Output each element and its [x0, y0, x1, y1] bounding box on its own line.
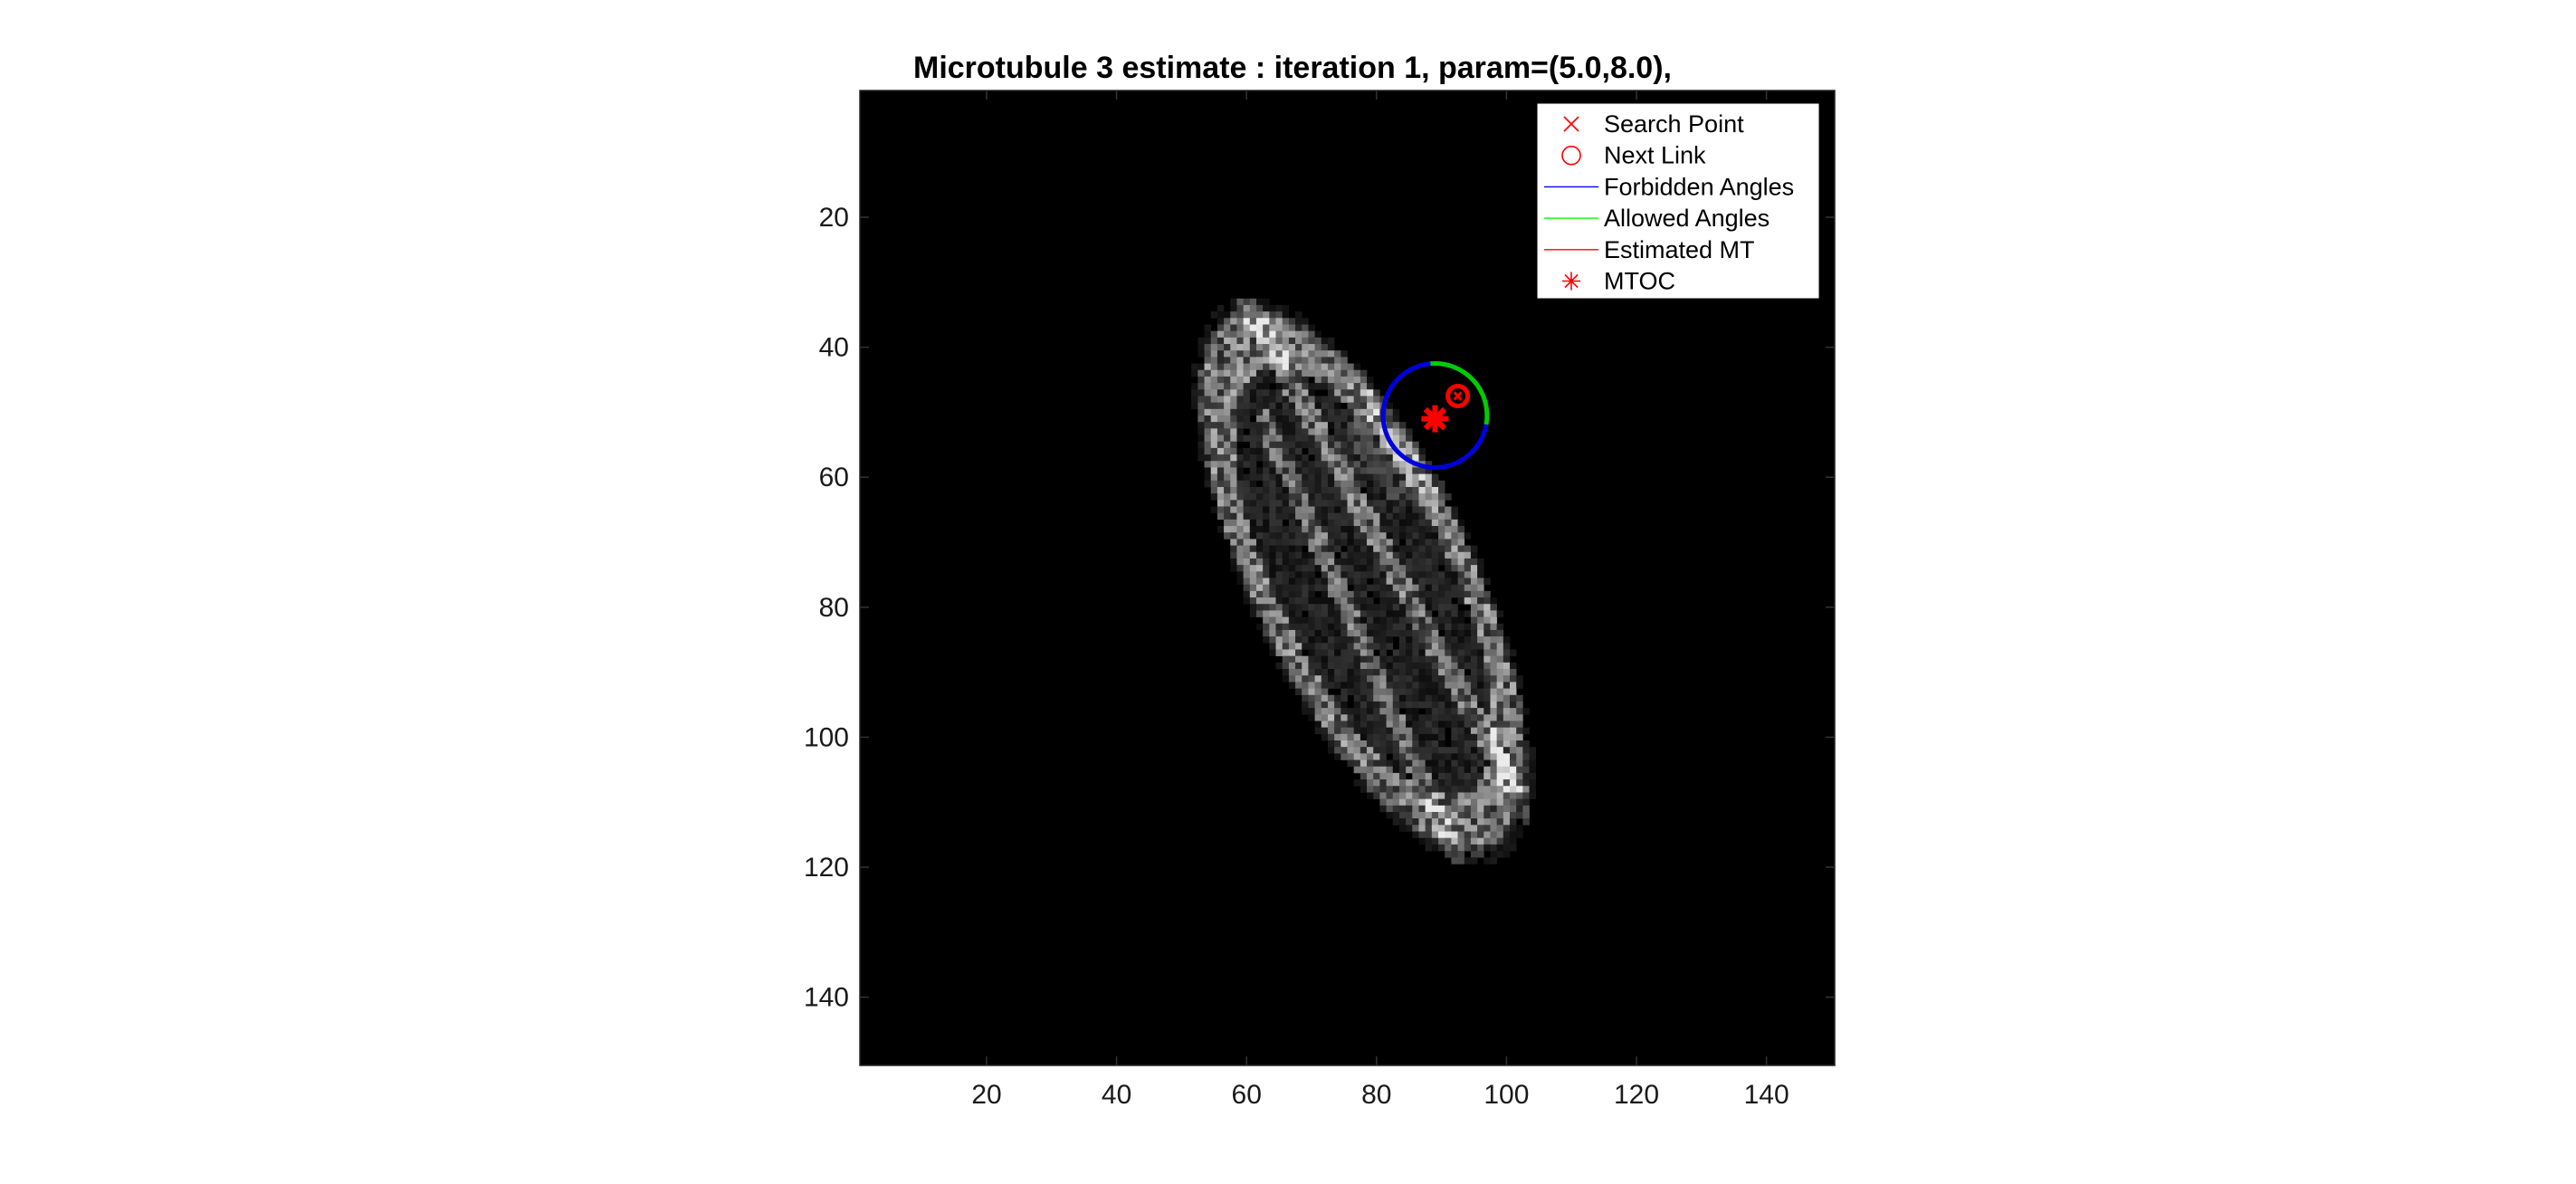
- allowed-angles-arc: [1430, 361, 1490, 425]
- axis-ticks: [860, 91, 1835, 1065]
- plot-frame: [859, 90, 1836, 1066]
- microscopy-image: [1191, 298, 1537, 864]
- legend-label: Estimated MT: [1604, 236, 1755, 263]
- legend-item-forbidden-angles: Forbidden Angles: [1544, 173, 1794, 200]
- y-tick-label: 20: [819, 203, 849, 233]
- x-marker-icon: [1563, 116, 1579, 132]
- y-tick-label: 80: [819, 593, 849, 623]
- y-tick-label: 120: [804, 853, 849, 883]
- y-tick-label: 140: [804, 983, 849, 1013]
- x-tick-label: 40: [1102, 1080, 1131, 1110]
- x-tick-label: 60: [1232, 1080, 1262, 1110]
- legend-label: Next Link: [1604, 142, 1706, 169]
- legend: Search Point Next Link Forbidden Angles All…: [1536, 102, 1820, 300]
- circle-marker-icon: [1561, 145, 1581, 166]
- legend-box: [1536, 102, 1820, 300]
- legend-label: MTOC: [1604, 268, 1675, 295]
- search-point-marker: [1453, 391, 1463, 401]
- x-tick-label: 20: [971, 1080, 1001, 1110]
- next-link-marker: [1445, 383, 1471, 408]
- x-tick-label: 80: [1361, 1080, 1391, 1110]
- y-axis-tick-labels: 20 40 60 80 100 120 140: [804, 203, 849, 1013]
- legend-label: Forbidden Angles: [1604, 173, 1794, 200]
- legend-item-search-point: Search Point: [1563, 110, 1744, 138]
- y-tick-label: 100: [804, 722, 849, 752]
- asterisk-marker-icon: [1562, 272, 1580, 291]
- x-tick-label: 140: [1744, 1080, 1789, 1110]
- legend-item-allowed-angles: Allowed Angles: [1544, 205, 1770, 232]
- x-axis-tick-labels: 20 40 60 80 100 120 140: [971, 1080, 1789, 1110]
- legend-label: Allowed Angles: [1604, 205, 1770, 232]
- x-tick-label: 100: [1484, 1080, 1529, 1110]
- chart-title: Microtubule 3 estimate : iteration 1, pa…: [913, 51, 1672, 85]
- y-tick-label: 40: [819, 333, 849, 363]
- legend-item-next-link: Next Link: [1561, 142, 1706, 169]
- legend-item-estimated-mt: Estimated MT: [1544, 236, 1755, 263]
- legend-label: Search Point: [1604, 110, 1744, 138]
- x-tick-label: 120: [1614, 1080, 1659, 1110]
- legend-item-mtoc: MTOC: [1562, 268, 1675, 295]
- y-tick-label: 60: [819, 463, 849, 492]
- mtoc-marker: [1421, 405, 1449, 433]
- overlay-layer: [1380, 361, 1490, 470]
